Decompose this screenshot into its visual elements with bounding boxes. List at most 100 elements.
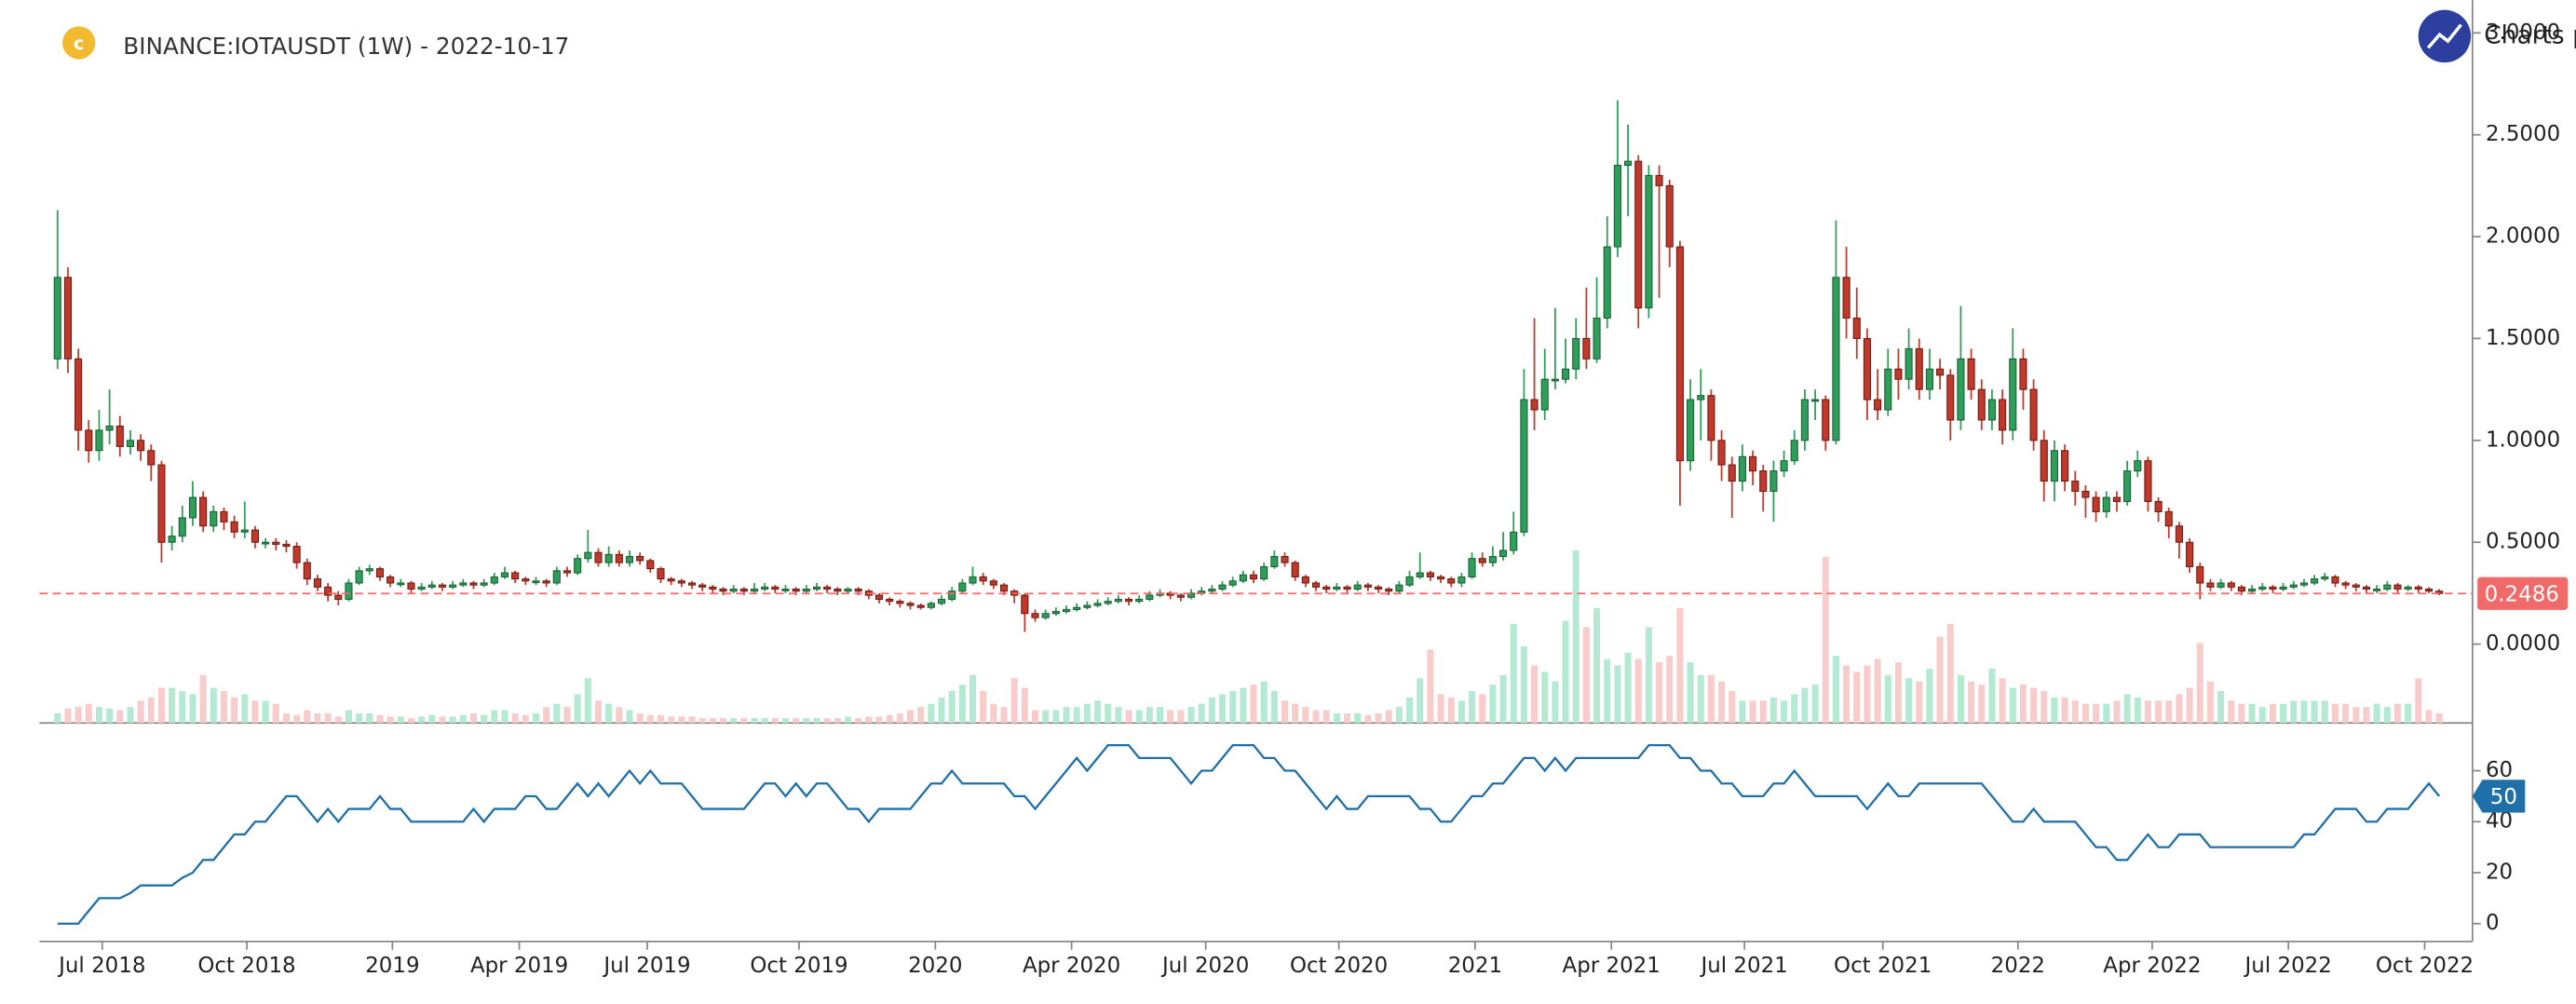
candle-body [105,425,114,431]
candle-body [1353,584,1362,590]
candle-body [1572,337,1580,370]
candle-body [1738,455,1746,482]
candle-body [1488,556,1497,563]
candle-body [2289,584,2298,588]
candle-body [1062,608,1071,613]
candle-body [812,586,821,590]
volume-bar [646,714,654,724]
candle-body [2112,496,2121,502]
candle-body [1915,347,1923,390]
candle-body [522,578,530,582]
candle-body [75,358,83,431]
candle-body [2134,460,2142,472]
candle-body [1603,246,1611,319]
candle-body [1468,558,1476,577]
candle-body [417,586,426,590]
candle-body [1510,531,1518,551]
candle-body [210,510,218,527]
candle-body [1551,378,1559,382]
volume-bar [1229,690,1237,724]
y-tick-label: 20 [2486,860,2513,884]
candle-body [719,589,727,592]
candle-body [1905,347,1913,380]
candle-body [1260,565,1268,580]
y-tick-label: 2.5000 [2486,122,2560,146]
candle-body [1146,594,1154,601]
volume-bar [1769,697,1777,724]
candle-body [2279,586,2287,590]
volume-bar [1364,714,1372,724]
volume-bar [511,712,519,724]
candle-body [490,576,498,584]
candle-body [1457,576,1466,584]
volume-bar [616,707,623,724]
candle-body [1655,174,1663,186]
candle-body [1343,586,1351,590]
volume-bar [969,674,977,724]
last-value-label: 50 [2490,785,2517,809]
candle-body [1957,358,1965,421]
volume-bar [1666,656,1674,724]
volume-bar [64,708,72,724]
candle-body [667,578,675,582]
candle-body [1987,399,1996,421]
volume-bar [1582,627,1590,724]
candle-body [63,277,72,360]
candle-body [979,576,987,582]
candle-body [1176,594,1185,598]
symbol-icon: c [62,26,96,60]
volume-bar [1115,707,1122,724]
candle-body [2258,586,2267,590]
volume-bar [2435,712,2443,724]
svg-text:c: c [74,33,85,54]
volume-bar [2238,703,2245,724]
candle-body [552,570,561,584]
candle-body [230,521,238,533]
candle-body [937,598,946,604]
volume-bar [1864,665,1871,724]
candle-body [1936,368,1945,376]
candle-body [761,586,769,590]
volume-bar [376,714,384,724]
volume-bar [886,714,893,724]
volume-bar [1531,665,1539,724]
candle-body [1562,368,1570,380]
candle-body [386,576,395,584]
volume-bar [2196,643,2203,724]
candle-body [365,568,373,572]
candle-body [2237,586,2246,592]
candle-body [334,594,343,601]
volume-bar [345,710,352,724]
volume-bar [1656,662,1663,724]
volume-bar [1302,707,1309,724]
volume-bar [793,718,800,724]
candle-body [480,582,488,586]
candle-body [1530,399,1539,411]
volume-bar [2269,703,2276,724]
candle-body [2102,496,2110,512]
volume-bar [272,703,279,724]
volume-bar [1781,700,1788,724]
volume-bar [678,716,685,724]
candle-body [1894,368,1903,380]
candle-body [1135,598,1144,603]
candle-body [896,601,904,604]
volume-bar [1156,707,1164,724]
candle-body [1208,589,1216,592]
volume-bar [397,716,404,724]
candle-body [469,582,478,586]
volume-bar [563,707,571,724]
candle-body [324,586,332,596]
candle-body [657,568,665,580]
volume-bar [2280,703,2287,724]
volume-bar [1697,674,1704,724]
candle-body [948,590,956,601]
candle-body [178,517,186,537]
candle-body [2299,582,2309,586]
candle-body [2352,584,2360,588]
x-tick-label: Apr 2021 [1563,954,1661,978]
volume-bar [896,712,903,724]
candle-body [2331,576,2339,584]
volume-bar [2363,707,2370,724]
